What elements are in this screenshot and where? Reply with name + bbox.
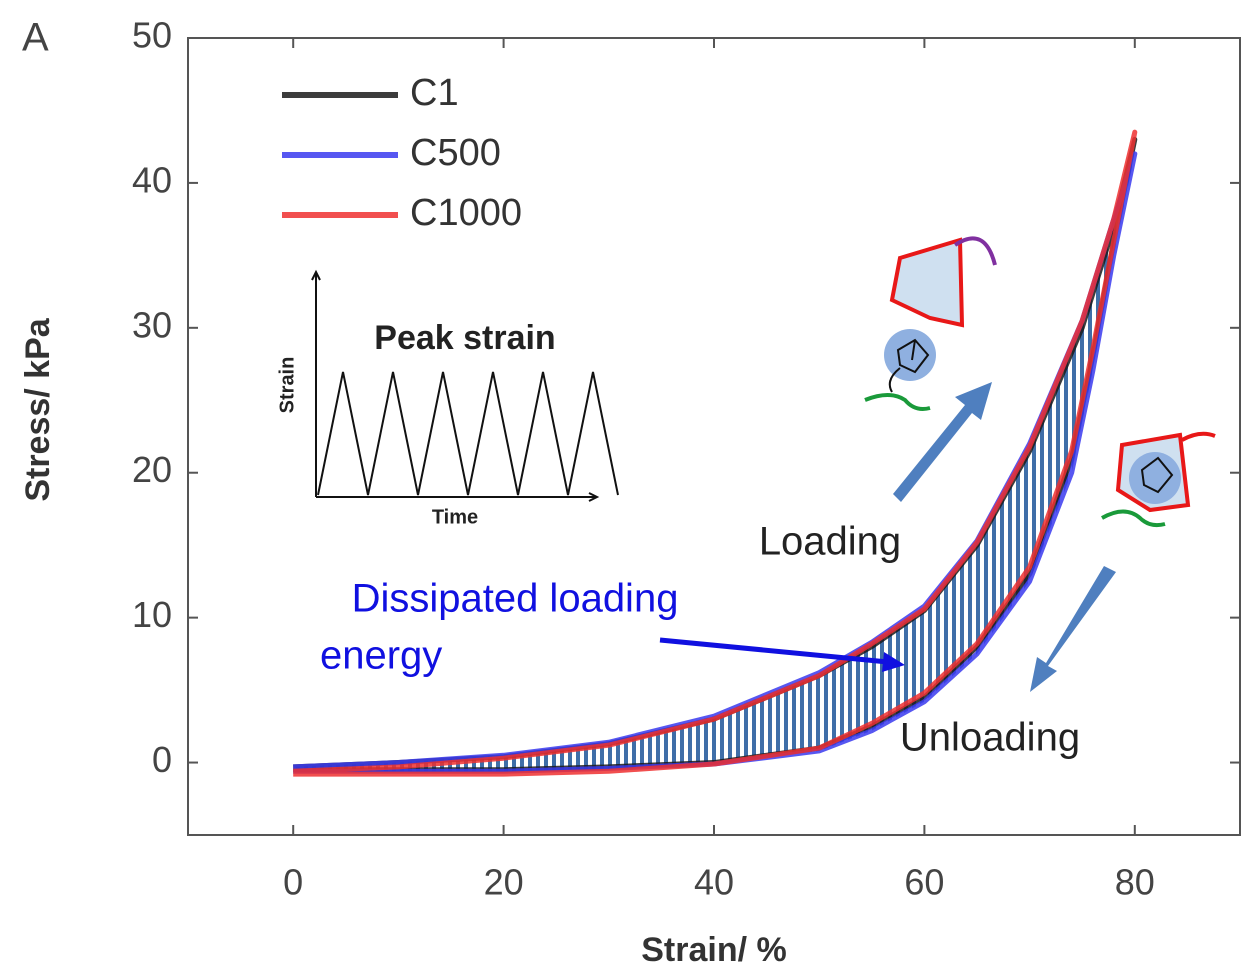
inset-xlabel: Time bbox=[432, 506, 478, 528]
annotation: Loading bbox=[759, 520, 901, 564]
unloading-arrow bbox=[1030, 566, 1116, 692]
legend-label: C1 bbox=[410, 72, 459, 114]
panel-label: A bbox=[22, 16, 49, 60]
x-tick-label: 20 bbox=[484, 862, 524, 903]
annotation-arrowhead bbox=[882, 652, 905, 672]
annotation-arrow bbox=[659, 637, 889, 665]
y-axis-label: Stress/ kPa bbox=[19, 317, 57, 501]
inset-arrowheads bbox=[311, 269, 600, 502]
annotation: Unloading bbox=[900, 716, 1080, 760]
plot-area: 0 20 40 60 80 0 10 20 30 40 50 Strain/ % Stress/ kPa… bbox=[19, 15, 1241, 969]
x-tick-label: 40 bbox=[694, 862, 734, 903]
loading-arrow bbox=[893, 382, 992, 502]
y-tick-label: 10 bbox=[132, 594, 172, 635]
annotation: energy bbox=[320, 634, 442, 678]
y-tick-label: 40 bbox=[132, 159, 172, 200]
inset-ylabel: Strain bbox=[276, 357, 298, 414]
x-tick-label: 60 bbox=[904, 862, 944, 903]
hysteresis-area bbox=[293, 153, 1135, 772]
x-axis-label: Strain/ % bbox=[641, 931, 786, 969]
y-tick-label: 0 bbox=[152, 739, 172, 780]
inset bbox=[311, 269, 619, 502]
y-tick-label: 30 bbox=[132, 304, 172, 345]
legend-label: C500 bbox=[410, 132, 501, 174]
x-tick-label: 0 bbox=[283, 862, 303, 903]
inset-title: Peak strain bbox=[374, 319, 555, 357]
y-tick-label: 20 bbox=[132, 449, 172, 490]
y-tick-label: 50 bbox=[132, 15, 172, 56]
series-line bbox=[293, 129, 1138, 777]
process-arrows bbox=[893, 382, 1116, 692]
molecule-icon bbox=[864, 236, 1216, 528]
annotation: Dissipated loading bbox=[352, 577, 679, 621]
legend-label: C1000 bbox=[410, 192, 522, 234]
x-tick-label: 80 bbox=[1115, 862, 1155, 903]
inset-wave bbox=[317, 371, 619, 496]
series-line bbox=[293, 151, 1138, 774]
